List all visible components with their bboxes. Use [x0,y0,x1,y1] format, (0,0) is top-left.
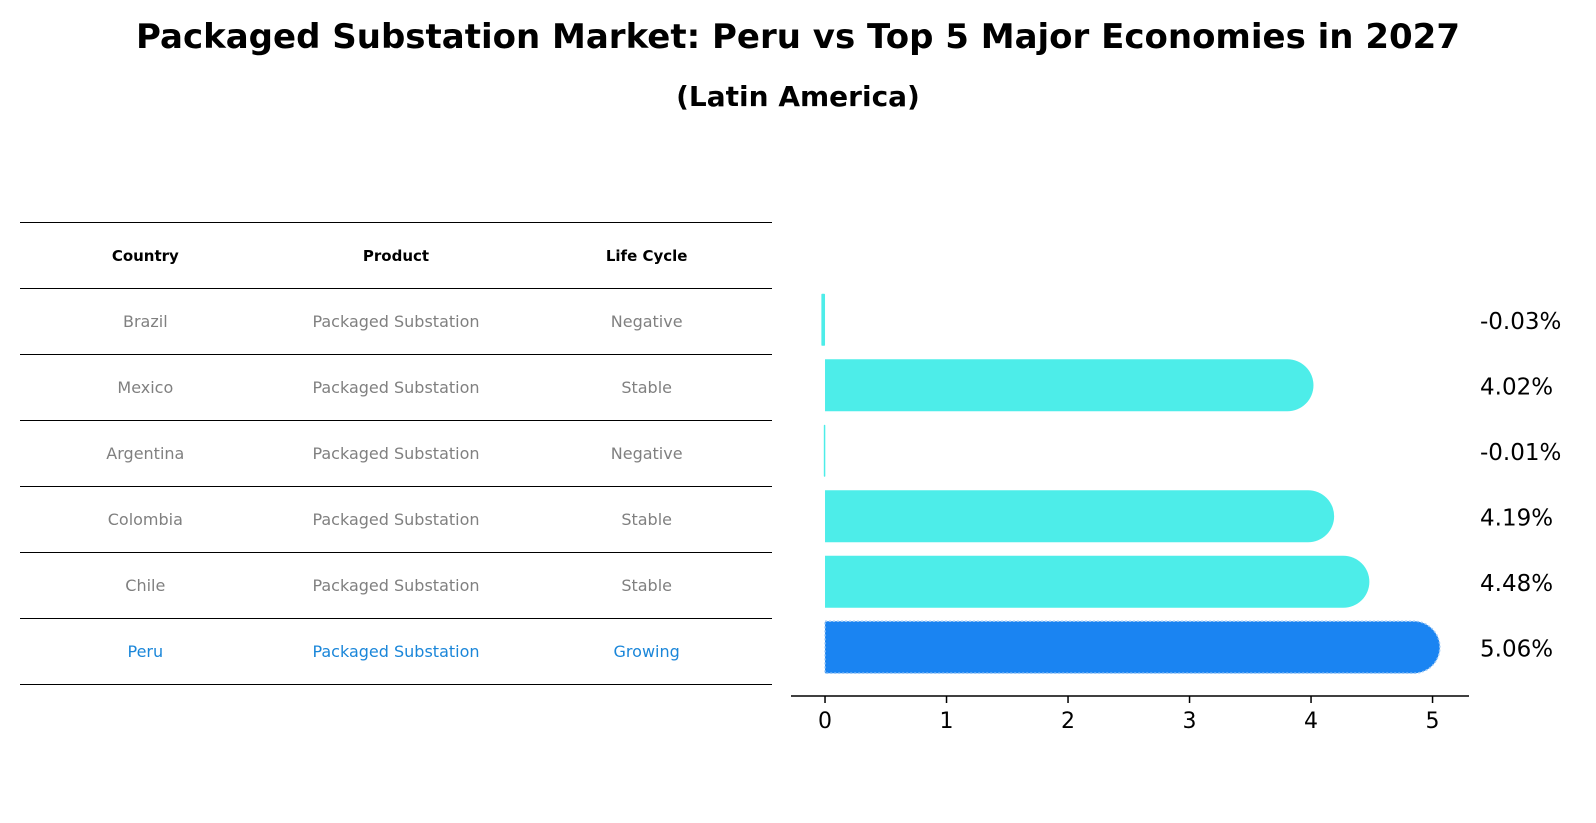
cell-product: Packaged Substation [270,354,522,421]
chart-title: Packaged Substation Market: Peru vs Top … [136,17,1460,57]
cell-product: Packaged Substation [270,420,522,487]
country-table: Country Product Life Cycle Brazil Packag… [20,222,772,685]
table-row: Chile Packaged Substation Stable [20,552,772,619]
value-label-peru: 5.06% [1480,636,1553,662]
value-label-mexico: 4.02% [1480,374,1553,400]
cell-country: Colombia [20,486,271,553]
bar-chile [825,555,1370,608]
table-header-row: Country Product Life Cycle [20,222,772,289]
cell-country: Mexico [20,354,271,421]
x-tick-label-1: 1 [940,709,954,734]
header-product: Product [270,222,522,289]
bar-brazil [821,293,826,346]
table-row: Brazil Packaged Substation Negative [20,288,772,355]
bar-mexico [825,359,1314,412]
bar-colombia [825,490,1335,543]
cell-life-cycle: Negative [521,420,772,487]
header-life-cycle: Life Cycle [521,222,772,289]
x-tick-label-4: 4 [1304,709,1318,734]
cell-country: Argentina [20,420,271,487]
cell-product: Packaged Substation [270,288,522,355]
cell-product: Packaged Substation [270,486,522,553]
table-row: Mexico Packaged Substation Stable [20,354,772,421]
table-row: Colombia Packaged Substation Stable [20,486,772,553]
value-label-colombia: 4.19% [1480,505,1553,531]
value-label-brazil: -0.03% [1480,309,1561,335]
cell-country: Peru [20,618,271,685]
table-row-highlighted: Peru Packaged Substation Growing [20,618,772,685]
value-label-argentina: -0.01% [1480,440,1561,466]
x-tick-label-5: 5 [1426,709,1440,734]
x-tick-label-0: 0 [818,709,832,734]
cell-life-cycle: Stable [521,552,772,619]
cell-life-cycle: Negative [521,288,772,355]
cell-life-cycle: Growing [521,618,772,685]
chart-subtitle: (Latin America) [676,80,920,113]
cell-life-cycle: Stable [521,354,772,421]
cell-country: Brazil [20,288,271,355]
bar-argentina [823,424,826,477]
cell-life-cycle: Stable [521,486,772,553]
header-country: Country [20,222,271,289]
x-tick-label-2: 2 [1061,709,1075,734]
cell-product: Packaged Substation [270,552,522,619]
value-label-chile: 4.48% [1480,571,1553,597]
cell-product: Packaged Substation [270,618,522,685]
bar-peru [824,620,1441,674]
cell-country: Chile [20,552,271,619]
x-tick-label-3: 3 [1183,709,1197,734]
table-row: Argentina Packaged Substation Negative [20,420,772,487]
